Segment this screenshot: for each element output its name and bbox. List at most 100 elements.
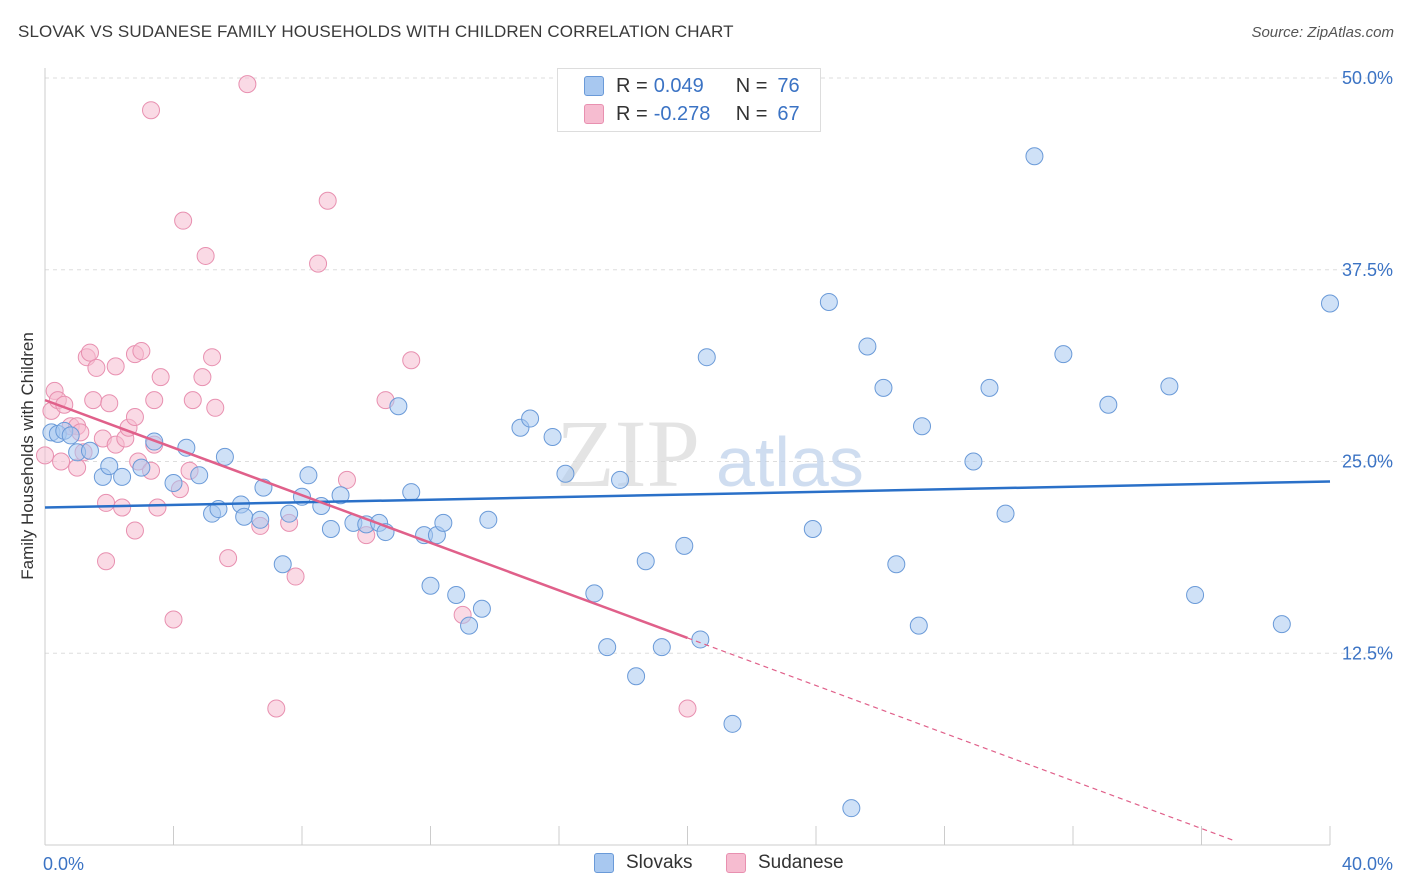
slovaks-point	[113, 467, 132, 486]
sudanese-point	[125, 408, 144, 427]
y-tick-label: 50.0%	[1342, 68, 1393, 88]
chart-title: SLOVAK VS SUDANESE FAMILY HOUSEHOLDS WIT…	[18, 22, 734, 41]
legend-n-value: 67	[777, 102, 800, 125]
slovaks-point	[675, 536, 694, 555]
slovaks-point	[280, 504, 299, 523]
sudanese-swatch	[584, 104, 604, 124]
legend-n-label: N =	[735, 102, 768, 125]
legend-n-label: N =	[735, 74, 768, 97]
slovaks-point	[273, 555, 292, 574]
slovaks-point	[389, 397, 408, 416]
y-tick-labels: 12.5% 25.0% 37.5% 50.0%	[1342, 68, 1393, 663]
slovaks-point	[723, 714, 742, 733]
trend-lines	[44, 398, 1331, 841]
slovaks-point	[598, 638, 617, 657]
slovaks-point	[1054, 345, 1073, 364]
slovaks-point	[819, 292, 838, 311]
slovaks-point	[321, 519, 340, 538]
slovaks-point	[460, 616, 479, 635]
slovaks-point	[421, 576, 440, 595]
slovaks-point	[697, 348, 716, 367]
slovaks-point	[447, 585, 466, 604]
slovaks-point	[299, 466, 318, 485]
y-tick-label: 37.5%	[1342, 260, 1393, 280]
slovaks-point	[472, 599, 491, 618]
y-tick-label: 25.0%	[1342, 452, 1393, 472]
series-slovaks	[42, 147, 1339, 818]
sudanese-point	[267, 699, 286, 718]
sudanese-point	[148, 498, 167, 517]
bottom-legend-slovaks: Slovaks	[594, 852, 693, 874]
slovaks-point	[1272, 615, 1291, 634]
slovaks-point	[874, 378, 893, 397]
sudanese-point	[337, 470, 356, 489]
slovaks-point	[521, 409, 540, 428]
sudanese-point	[318, 191, 337, 210]
slovaks-point	[1160, 377, 1179, 396]
legend-r-label: R =	[616, 74, 648, 97]
sudanese-point	[238, 75, 257, 94]
slovaks-point	[61, 426, 80, 445]
slovaks-point	[402, 483, 421, 502]
y-axis-label: Family Households with Children	[18, 332, 37, 580]
sudanese-point	[206, 398, 225, 417]
legend: R = 0.049 N = 76 R = -0.278 N = 67	[557, 68, 821, 132]
slovaks-point	[80, 441, 99, 460]
slovaks-point	[235, 507, 254, 526]
watermark: ZIP atlas	[556, 400, 864, 507]
legend-r-value: 0.049	[653, 74, 704, 97]
sudanese-point	[196, 246, 215, 265]
sudanese-swatch	[726, 853, 746, 873]
sudanese-point	[309, 254, 328, 273]
slovaks-point	[1321, 294, 1339, 313]
bottom-legend-label: Slovaks	[626, 852, 693, 873]
sudanese-point	[286, 567, 305, 586]
slovaks-point	[215, 447, 234, 466]
sudanese-point	[97, 552, 116, 571]
slovaks-point	[1099, 395, 1118, 414]
sudanese-point	[132, 342, 151, 361]
slovaks-point	[913, 417, 932, 436]
sudanese-point	[145, 391, 164, 410]
slovaks-point	[996, 504, 1015, 523]
sudanese-point	[193, 368, 212, 387]
slovaks-point	[611, 470, 630, 489]
slovaks-point	[803, 519, 822, 538]
sudanese-point	[203, 348, 222, 367]
slovaks-point	[434, 513, 453, 532]
x-tick-labels: 0.0% 40.0%	[43, 854, 1393, 874]
legend-r-label: R =	[616, 102, 648, 125]
slovaks-point	[842, 799, 861, 818]
sudanese-point	[125, 521, 144, 540]
slovaks-swatch	[594, 853, 614, 873]
sudanese-point	[52, 452, 71, 471]
sudanese-point	[183, 391, 202, 410]
legend-n-value: 76	[777, 74, 800, 97]
watermark-atlas: atlas	[716, 423, 864, 501]
sudanese-point	[219, 549, 238, 568]
sudanese-point	[174, 211, 193, 230]
slovaks-swatch	[584, 76, 604, 96]
bottom-legend-label: Sudanese	[758, 852, 844, 873]
watermark-zip: ZIP	[556, 400, 700, 507]
bottom-legend-sudanese: Sudanese	[726, 852, 844, 874]
sudanese-point	[36, 446, 54, 465]
sudanese-trend-line	[44, 398, 688, 640]
slovaks-point	[331, 486, 350, 505]
slovaks-point	[190, 466, 209, 485]
legend-row-slovaks: R = 0.049 N = 76	[584, 73, 800, 99]
slovaks-point	[858, 337, 877, 356]
slovaks-trend-line	[44, 480, 1331, 509]
sudanese-point	[113, 498, 132, 517]
slovaks-point	[887, 555, 906, 574]
slovaks-point	[164, 473, 183, 492]
slovaks-point	[132, 458, 151, 477]
slovaks-point	[652, 638, 671, 657]
slovaks-point	[1025, 147, 1044, 166]
slovaks-point	[636, 552, 655, 571]
sudanese-point	[151, 368, 170, 387]
slovaks-point	[964, 452, 983, 471]
sudanese-point	[80, 343, 99, 362]
slovaks-point	[980, 378, 999, 397]
